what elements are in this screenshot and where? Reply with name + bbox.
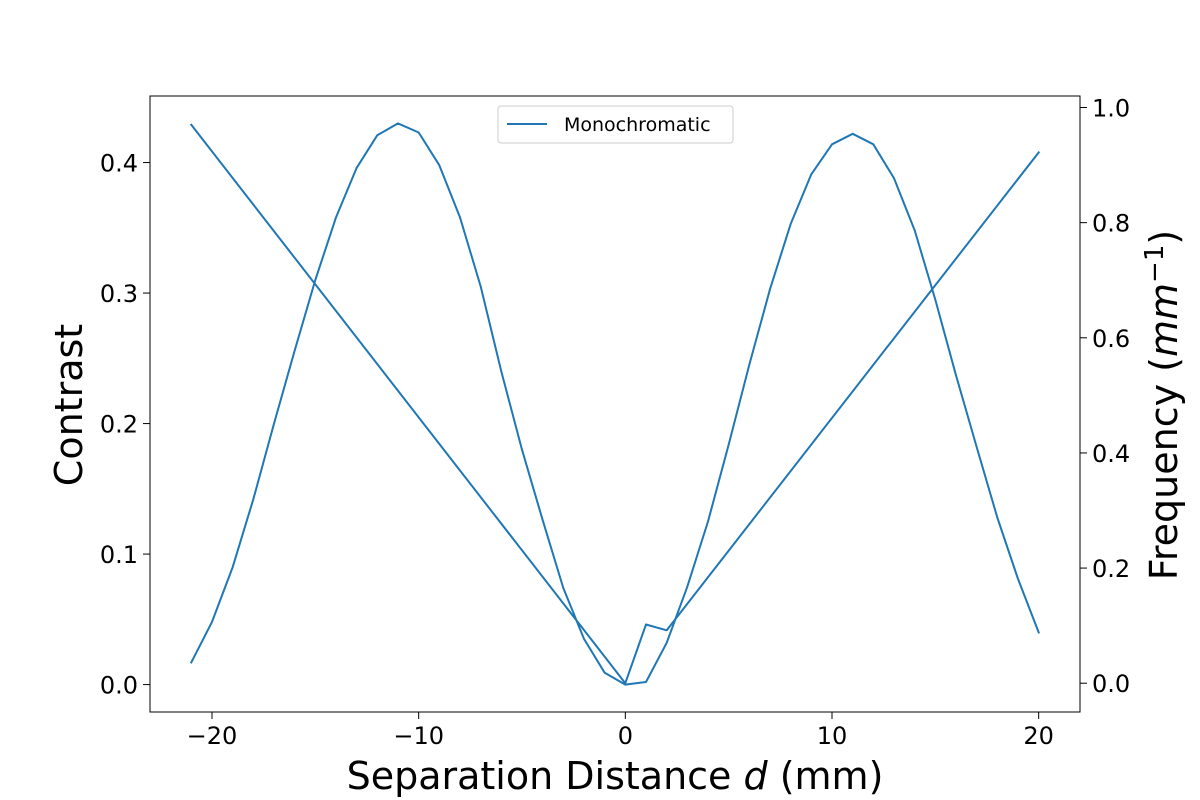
x-tick-label: −10: [393, 722, 444, 750]
y2-tick-label: 0.0: [1092, 670, 1130, 698]
x-tick-label: −20: [187, 722, 238, 750]
y2-tick-label: 0.8: [1092, 210, 1130, 238]
y2-tick-label: 0.4: [1092, 440, 1130, 468]
y2-tick-label: 0.2: [1092, 555, 1130, 583]
legend: Monochromatic: [497, 105, 734, 144]
y-axis-left: 0.0 0.1 0.2 0.3 0.4: [100, 150, 150, 700]
y2-axis-title: Frequency (mm−1): [1140, 230, 1186, 580]
x-axis-title: Separation Distance d (mm): [347, 754, 884, 798]
y2-tick-label: 0.6: [1092, 325, 1130, 353]
series-line-frequency: [189, 123, 1041, 685]
y-tick-label: 0.0: [100, 672, 138, 700]
series-line-contrast: [189, 122, 1040, 686]
legend-label: Monochromatic: [564, 114, 711, 136]
y-tick-label: 0.4: [100, 150, 138, 178]
y-axis-title: Contrast: [47, 324, 91, 486]
plot-frame: [149, 95, 1081, 713]
x-tick-label: 0: [618, 722, 633, 750]
x-tick-label: 20: [1023, 722, 1054, 750]
y-tick-label: 0.2: [100, 411, 138, 439]
y-tick-label: 0.1: [100, 541, 138, 569]
y-axis-right: 0.0 0.2 0.4 0.6 0.8 1.0: [1080, 95, 1130, 698]
y2-tick-label: 1.0: [1092, 95, 1130, 123]
legend-box: [497, 105, 734, 144]
x-tick-label: 10: [817, 722, 848, 750]
x-axis: −20 −10 0 10 20: [187, 712, 1054, 750]
plot-lines: [189, 122, 1041, 686]
y-tick-label: 0.3: [100, 280, 138, 308]
